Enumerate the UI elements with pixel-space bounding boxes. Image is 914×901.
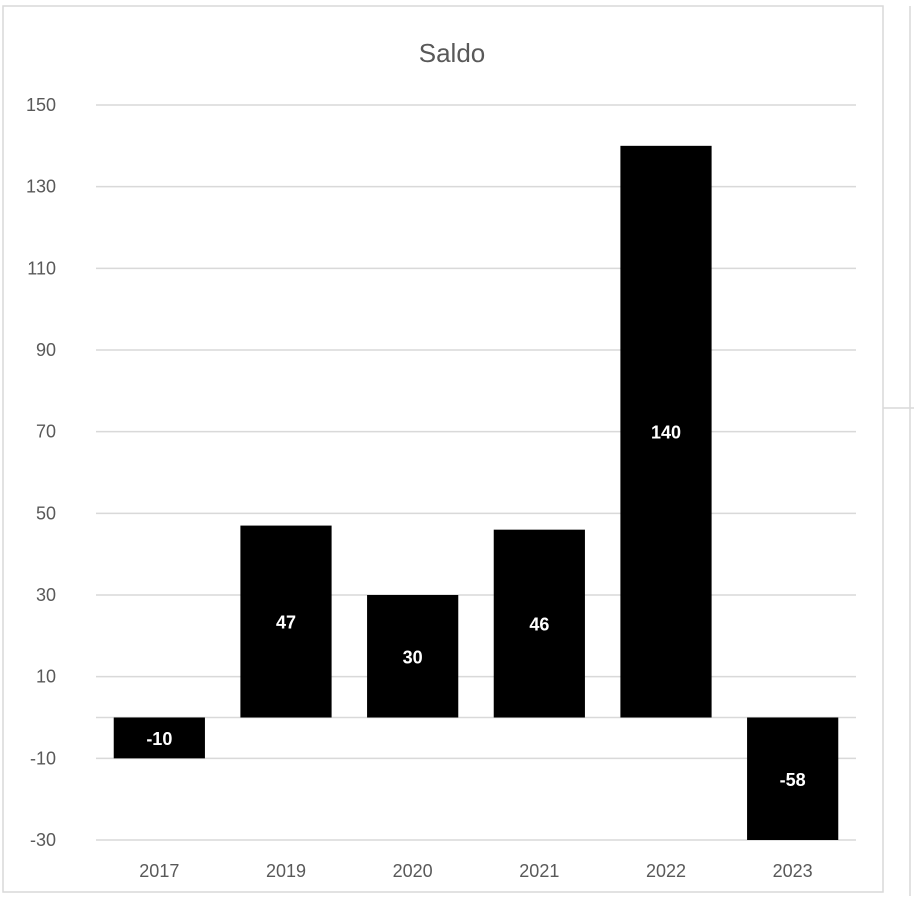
y-tick-label: 110 [27,258,56,278]
x-tick-label: 2019 [266,861,306,881]
data-label-2022: 140 [651,423,681,443]
bars [113,145,839,840]
y-tick-label: 90 [36,340,56,360]
x-tick-label: 2020 [393,861,433,881]
data-labels: -10 47 30 46 140 -58 [146,423,805,790]
y-tick-label: 50 [36,503,56,523]
bar-2017 [113,717,205,759]
bar-2023 [747,717,839,840]
y-tick-label: 70 [36,422,56,442]
data-label-2023: -58 [780,770,806,790]
bar-2022 [620,145,712,718]
x-tick-label: 2023 [773,861,813,881]
y-tick-label: 150 [26,95,56,115]
data-label-2021: 46 [529,615,549,635]
x-axis-ticks: 2017 2019 2020 2021 2022 2023 [139,861,812,881]
data-label-2020: 30 [403,647,423,667]
x-tick-label: 2022 [646,861,686,881]
y-tick-label: 130 [26,177,56,197]
bar-2019 [240,525,332,718]
y-tick-label: -30 [30,830,56,850]
bar-2020 [367,595,459,718]
data-label-2017: -10 [146,729,172,749]
y-tick-label: 30 [36,585,56,605]
bar-2021 [493,529,585,718]
y-tick-label: 10 [36,667,56,687]
y-axis-ticks: 150 130 110 90 70 50 30 10 -10 -30 [26,95,56,850]
gridlines [96,104,856,841]
x-tick-label: 2021 [519,861,559,881]
data-label-2019: 47 [276,613,296,633]
y-tick-label: -10 [30,748,56,768]
chart-title: Saldo [419,38,486,68]
x-tick-label: 2017 [139,861,179,881]
